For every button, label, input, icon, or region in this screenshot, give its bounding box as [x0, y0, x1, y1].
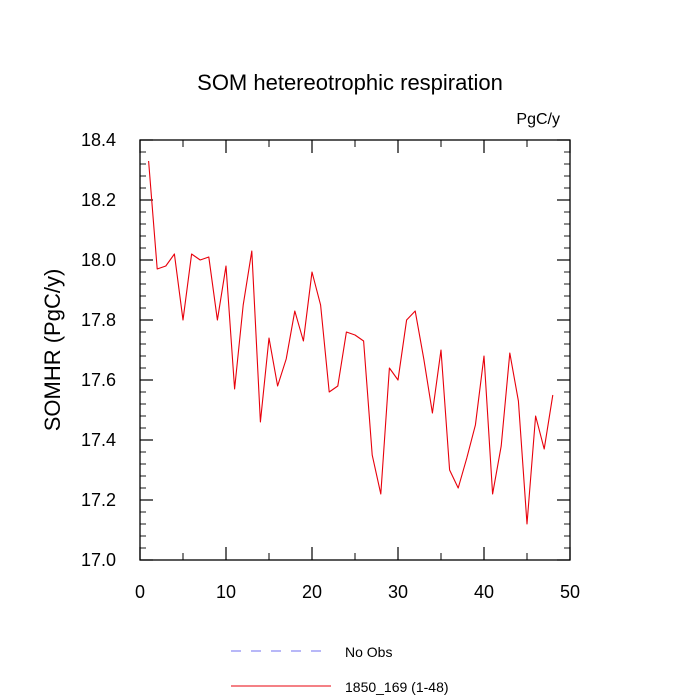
y-tick-label: 17.0	[81, 550, 116, 570]
x-tick-label: 0	[135, 582, 145, 602]
x-tick-label: 30	[388, 582, 408, 602]
x-tick-label: 40	[474, 582, 494, 602]
legend-label-no-obs: No Obs	[345, 644, 392, 660]
x-tick-label: 20	[302, 582, 322, 602]
y-tick-label: 18.4	[81, 130, 116, 150]
plot-area: 0 10 20 30 40 50 17.0 17.2 17.4 17.6 17.8 18.0 18.2 1…	[81, 130, 580, 602]
y-tick-label: 17.6	[81, 370, 116, 390]
y-tick-label: 17.4	[81, 430, 116, 450]
x-tick-label: 10	[216, 582, 236, 602]
legend-label-1850-169: 1850_169 (1-48)	[345, 679, 449, 695]
legend: No Obs 1850_169 (1-48)	[231, 644, 449, 695]
y-axis-label: SOMHR (PgC/y)	[40, 269, 65, 432]
y-tick-label: 17.2	[81, 490, 116, 510]
y-tick-label: 18.0	[81, 250, 116, 270]
series-line-0	[148, 160, 554, 525]
plot-frame	[139, 139, 571, 561]
x-tick-label: 50	[560, 582, 580, 602]
units-label: PgC/y	[516, 111, 560, 128]
y-tick-label: 17.8	[81, 310, 116, 330]
y-tick-label: 18.2	[81, 190, 116, 210]
chart-title: SOM hetereotrophic respiration	[197, 70, 503, 95]
